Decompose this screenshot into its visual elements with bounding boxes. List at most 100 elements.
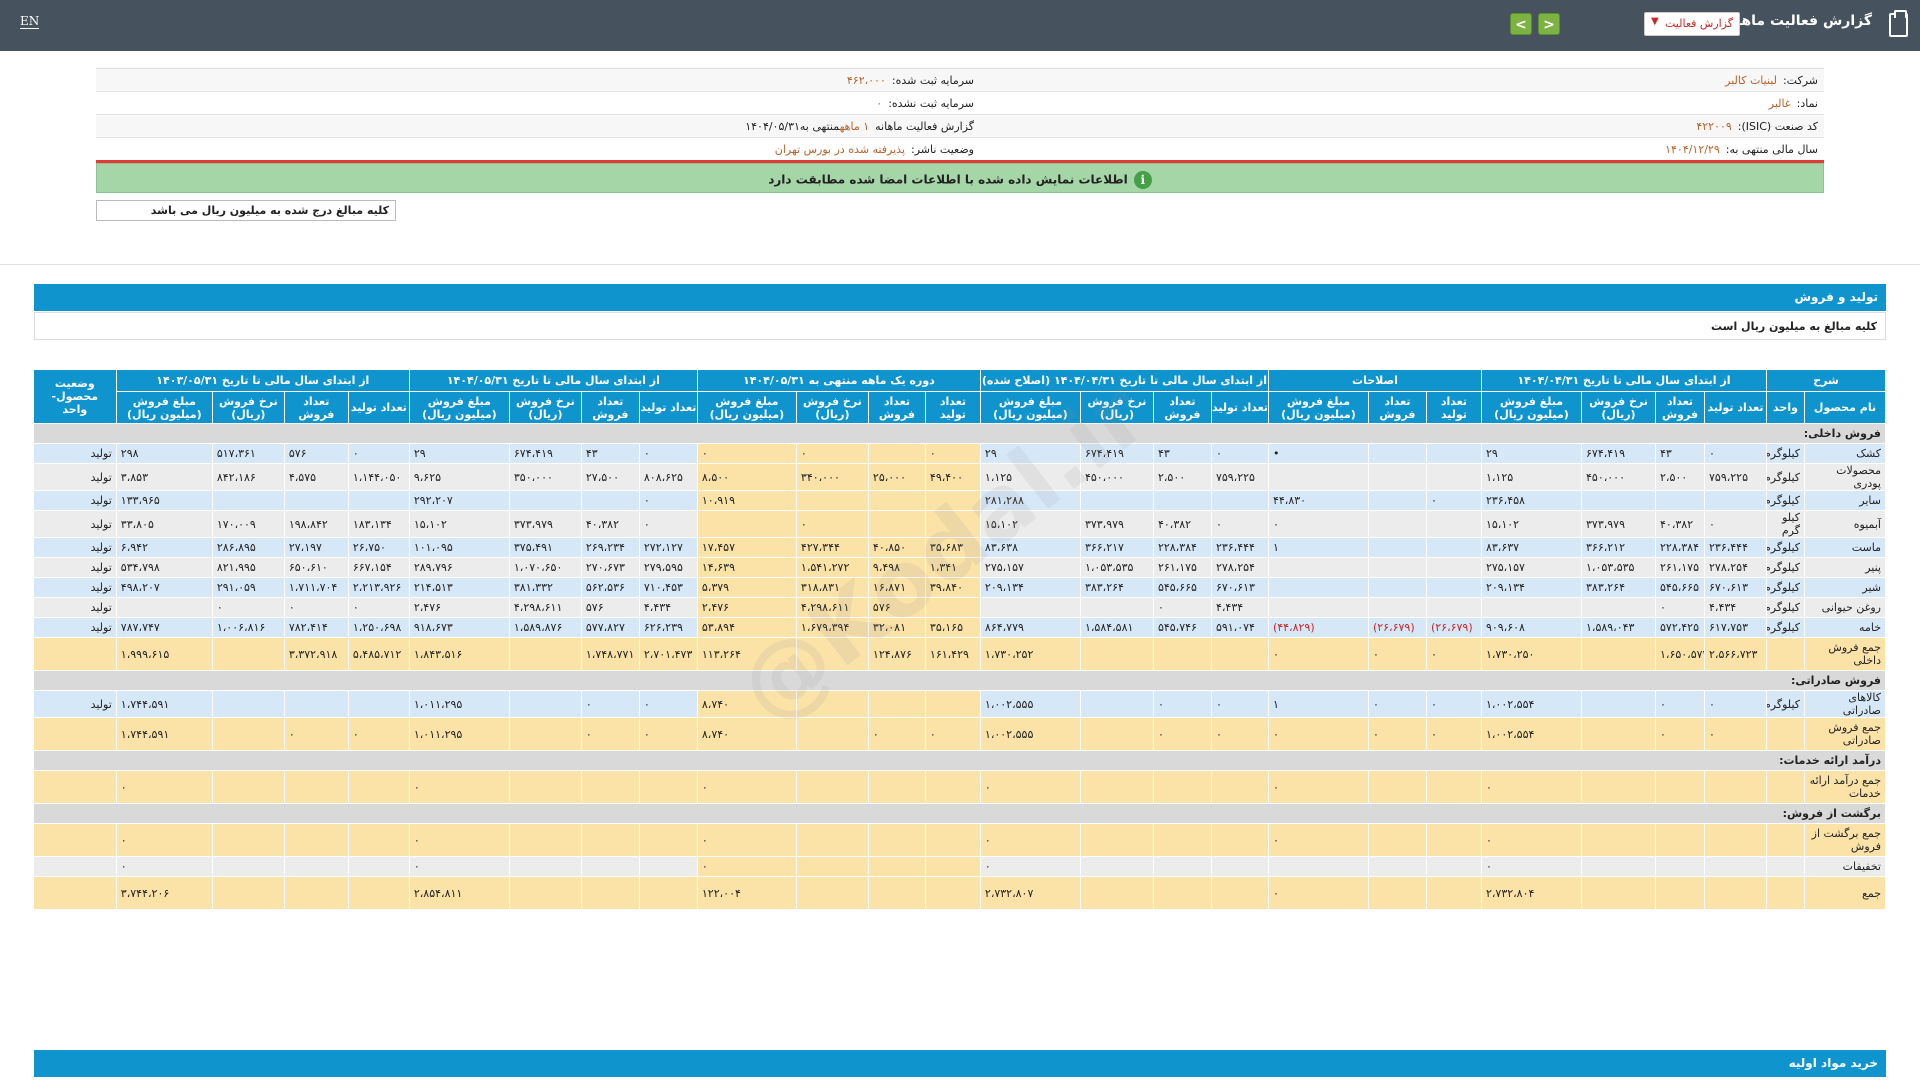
status-cell: تولید [32, 597, 117, 618]
table-cell: ۰ [347, 597, 410, 618]
product-name: سایر [1804, 490, 1886, 511]
table-cell: ۲،۴۷۶ [408, 597, 510, 618]
table-cell [580, 823, 640, 857]
table-cell: ۰ [638, 717, 698, 751]
table-cell: ۸۰۸،۶۲۵ [638, 463, 698, 491]
table-cell [1704, 770, 1767, 804]
table-cell: ۵۴۵،۶۶۵ [1655, 577, 1705, 598]
col-header-name: نام محصول [1804, 391, 1886, 424]
table-row: تخفیفات ۰ ۰ ۰ ۰ ۰ [32, 856, 1886, 877]
table-cell [924, 490, 981, 511]
table-cell [924, 510, 981, 538]
table-cell: ۰ [115, 770, 213, 804]
col-header-unit: واحد [1766, 391, 1805, 424]
col-header-rate: نرخ فروش (ریال) [1079, 391, 1154, 424]
table-cell: ۰ [1655, 690, 1705, 718]
table-cell: ۱،۵۸۹،۸۷۶ [508, 617, 582, 638]
table-cell: ۰ [795, 443, 869, 464]
total-row: جمع فروش صادراتی ۰ ۰ ۱،۰۰۲،۵۵۴ ۰ ۰ ۰ ۰ ۰ ۱،۰۰۲،۵۵… [32, 717, 1886, 751]
col-group-ytd-adjusted: از ابتدای سال مالی تا تاریخ ۱۴۰۴/۰۴/۳۱ (… [979, 369, 1269, 392]
table-cell [1581, 770, 1656, 804]
table-cell: ۲،۷۰۱،۴۷۳ [638, 637, 698, 671]
status-cell [32, 876, 117, 910]
table-cell: ۲،۴۷۶ [696, 597, 797, 618]
table-cell [1425, 443, 1482, 464]
table-cell: ۱،۰۰۲،۵۵۵ [979, 690, 1081, 718]
table-cell [1267, 597, 1369, 618]
table-cell: ۱،۷۴۸،۷۷۱ [580, 637, 640, 671]
table-cell [1581, 823, 1656, 857]
table-cell [580, 490, 640, 511]
section-header-raw-materials: خرید مواد اولیه [34, 1050, 1886, 1077]
table-cell [1210, 770, 1269, 804]
table-cell: ۲،۵۶۶،۷۲۳ [1704, 637, 1767, 671]
table-cell [1367, 876, 1427, 910]
table-cell [1425, 876, 1482, 910]
table-cell: ۵۷۷،۸۲۷ [580, 617, 640, 638]
prev-report-button[interactable]: < [1510, 13, 1532, 35]
symbol-link[interactable]: غالبر [1768, 97, 1791, 110]
table-cell: ۳،۳۷۲،۹۱۸ [283, 637, 349, 671]
table-cell: ۲۲۸،۳۸۴ [1655, 537, 1705, 558]
company-info: شرکت: لبنیات کالبر سرمایه ثبت شده: ۴۶۲،۰۰۰… [96, 68, 1824, 161]
table-cell: ۰ [1480, 823, 1583, 857]
table-cell: ۸۳،۶۳۷ [1480, 537, 1583, 558]
table-cell [795, 690, 869, 718]
status-cell: تولید [32, 490, 117, 511]
table-cell: ۵،۴۸۵،۷۱۲ [347, 637, 410, 671]
table-cell: ۱۶،۸۷۱ [867, 577, 926, 598]
col-header-prod: تعداد تولید [347, 391, 410, 424]
production-sales-table: شرح از ابتدای سال مالی تا تاریخ ۱۴۰۴/۰۴/… [32, 369, 1887, 1040]
table-cell: ۸۳،۶۳۸ [979, 537, 1081, 558]
table-cell [924, 823, 981, 857]
table-cell [283, 490, 349, 511]
status-cell: تولید [32, 557, 117, 578]
table-cell [1704, 856, 1767, 877]
table-cell [1210, 856, 1269, 877]
table-cell: ۲۷۵،۱۵۷ [979, 557, 1081, 578]
table-cell [1367, 597, 1427, 618]
language-toggle[interactable]: EN [20, 14, 40, 29]
table-cell: ۲۲۸،۳۸۴ [1152, 537, 1212, 558]
table-cell [1655, 856, 1705, 877]
table-cell [1425, 577, 1482, 598]
capital-label: سرمایه ثبت شده: [891, 74, 974, 87]
col-header-rate: نرخ فروش (ریال) [508, 391, 582, 424]
report-end: منتهی به۱۴۰۴/۰۵/۳۱ [745, 120, 840, 133]
company-link[interactable]: لبنیات کالبر [1725, 74, 1777, 87]
table-cell: ۲،۲۱۳،۹۲۶ [347, 577, 410, 598]
table-cell: ۱،۱۴۴،۰۵۰ [347, 463, 410, 491]
table-cell: کیلوگرم [1766, 537, 1805, 558]
table-cell: ۳۵۰،۰۰۰ [508, 463, 582, 491]
table-cell [1581, 876, 1656, 910]
symbol-label: نماد: [1796, 97, 1818, 110]
next-report-button[interactable]: > [1538, 13, 1560, 35]
table-cell: ۶۷۴،۴۱۹ [1079, 443, 1154, 464]
table-row: محصولات پودری کیلوگرم ۷۵۹،۲۲۵ ۲،۵۰۰ ۴۵۰،۰۰۰ ۱… [32, 463, 1886, 491]
table-cell: ۰ [696, 856, 797, 877]
table-cell: ۱،۵۴۱،۲۷۲ [795, 557, 869, 578]
table-cell: ۱،۶۷۹،۳۹۴ [795, 617, 869, 638]
section-row: فروش داخلی: [32, 423, 1887, 444]
table-cell: ۴۰،۸۵۰ [867, 537, 926, 558]
table-cell: ۲۷۸،۲۵۴ [1704, 557, 1767, 578]
table-cell [1581, 597, 1656, 618]
table-cell [1425, 770, 1482, 804]
table-cell: ۰ [924, 443, 981, 464]
table-cell: ۳۴۰،۰۰۰ [795, 463, 869, 491]
table-cell [867, 770, 926, 804]
fy-label: سال مالی منتهی به: [1725, 143, 1818, 156]
table-cell [1655, 876, 1705, 910]
table-cell: ۳۷۳،۹۷۹ [508, 510, 582, 538]
table-cell [1581, 717, 1656, 751]
table-cell: ۵،۳۷۹ [696, 577, 797, 598]
table-cell: ۱۵،۱۰۲ [1480, 510, 1583, 538]
table-cell [867, 856, 926, 877]
table-cell: ۴۵۰،۰۰۰ [1581, 463, 1656, 491]
report-type-select[interactable]: گزارش فعالیت ▼ [1644, 12, 1740, 36]
table-cell: ۰ [795, 510, 869, 538]
table-cell: ۱۷۰،۰۰۹ [211, 510, 285, 538]
table-cell: ۰ [408, 770, 510, 804]
table-cell: ۷۸۷،۷۴۷ [115, 617, 213, 638]
table-cell [867, 823, 926, 857]
